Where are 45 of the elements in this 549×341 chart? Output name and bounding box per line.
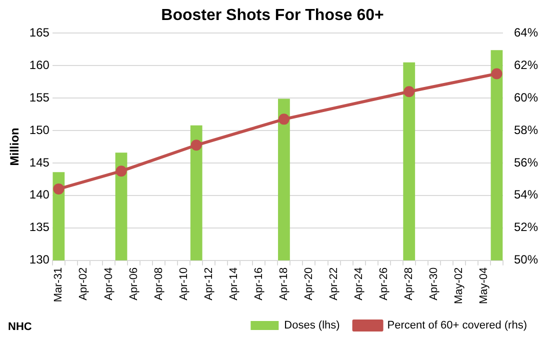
point — [190, 140, 202, 151]
y-axis-title: Million — [8, 128, 22, 166]
y2-tick-label: 50% — [514, 252, 538, 267]
point — [278, 114, 290, 125]
x-tick-label: Apr-14 — [228, 267, 240, 300]
chart-title: Booster Shots For Those 60+ — [161, 7, 384, 24]
x-tick-label: Mar-31 — [52, 267, 65, 302]
point — [53, 183, 64, 194]
point — [404, 86, 415, 98]
y2-tick-label: 54% — [514, 188, 538, 202]
y-tick-label: 155 — [29, 90, 50, 104]
x-tick-label: Apr-16 — [252, 267, 265, 300]
y-tick-label: 140 — [29, 188, 50, 202]
x-tick-label: Apr-30 — [428, 267, 440, 300]
x-tick-label: Apr-02 — [78, 267, 90, 300]
x-tick-label: Apr-18 — [278, 267, 290, 300]
y-tick-label: 160 — [29, 58, 50, 72]
y2-tick-label: 62% — [514, 58, 538, 72]
x-tick-label: Apr-26 — [378, 267, 390, 300]
y2-tick-label: 56% — [514, 155, 538, 170]
x-tick-label: Apr-22 — [328, 267, 340, 300]
x-tick-label: Apr-12 — [202, 267, 215, 300]
x-tick-label: Apr-04 — [102, 267, 115, 300]
x-tick-label: May-02 — [453, 267, 466, 304]
legend-label: Doses (lhs) — [284, 320, 340, 332]
x-tick-label: Apr-24 — [353, 267, 366, 300]
point — [116, 166, 127, 177]
point — [491, 68, 502, 80]
x-tick-label: Apr-20 — [303, 267, 316, 300]
y2-tick-label: 52% — [514, 220, 538, 234]
y2-tick-label: 60% — [514, 90, 538, 104]
x-tick-label: Apr-08 — [152, 267, 165, 300]
text: NHC — [8, 321, 32, 334]
x-tick-label: May-04 — [478, 267, 490, 304]
y-tick-label: 150 — [29, 122, 50, 137]
x-tick-label: Apr-10 — [178, 267, 190, 300]
y2-tick-label: 64% — [514, 26, 538, 40]
y-tick-label: 165 — [29, 26, 50, 40]
legend-label: Percent of 60+ covered (rhs) — [387, 320, 528, 332]
y-tick-label: 130 — [29, 252, 50, 267]
y-tick-label: 145 — [29, 155, 50, 170]
x-tick-label: Apr-28 — [403, 267, 416, 300]
y-tick-label: 135 — [29, 220, 50, 234]
x-tick-label: Apr-06 — [128, 267, 140, 300]
y2-tick-label: 58% — [514, 122, 538, 137]
